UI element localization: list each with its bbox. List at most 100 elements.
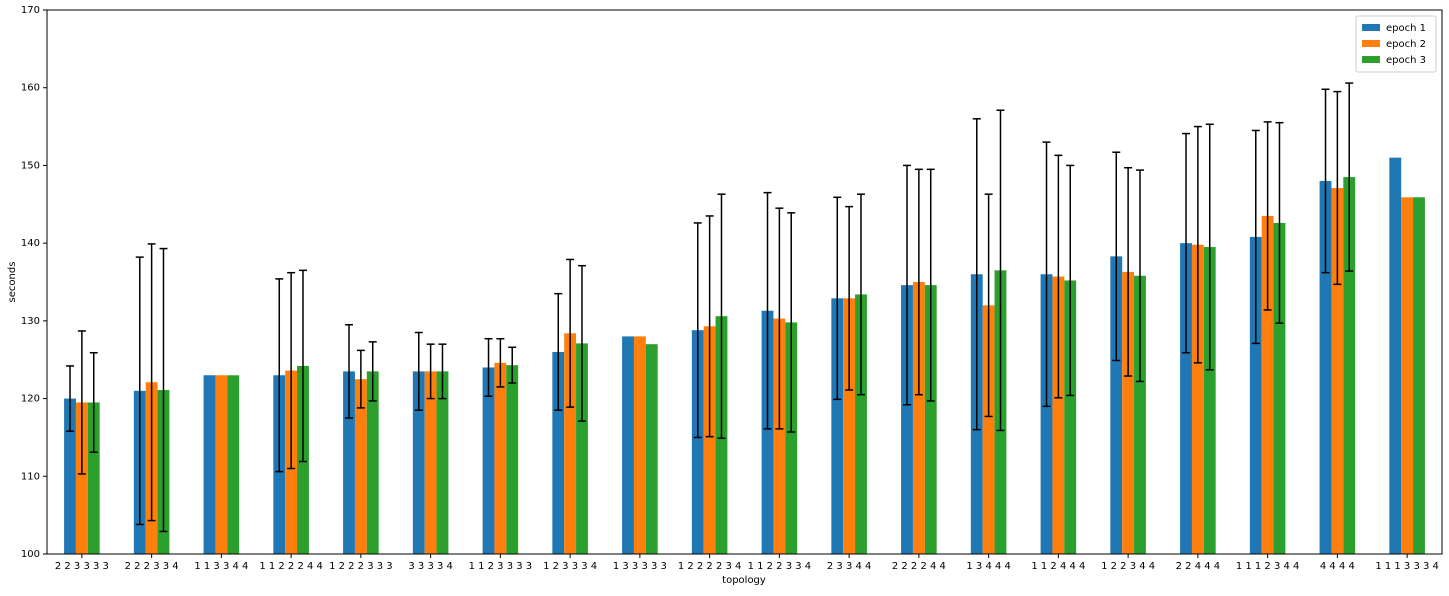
bar bbox=[773, 318, 786, 554]
plot-frame bbox=[46, 9, 1443, 555]
error-bar bbox=[77, 330, 86, 475]
bar bbox=[1064, 280, 1077, 554]
bar bbox=[366, 371, 379, 554]
x-axis-label: topology bbox=[722, 575, 766, 586]
bar bbox=[1413, 197, 1425, 554]
x-tick-label: 1 1 1 3 3 3 4 bbox=[1375, 561, 1439, 572]
error-bar bbox=[717, 193, 726, 439]
error-bar bbox=[1321, 88, 1330, 274]
bar bbox=[691, 330, 704, 554]
legend-swatch bbox=[1362, 40, 1380, 47]
bar bbox=[576, 343, 588, 554]
bar bbox=[633, 336, 646, 554]
error-bar bbox=[508, 346, 517, 384]
bar bbox=[482, 367, 495, 554]
bar bbox=[1331, 187, 1344, 555]
bar bbox=[1110, 256, 1123, 554]
error-bar bbox=[356, 349, 365, 409]
x-tick-label: 1 1 3 3 4 4 bbox=[194, 561, 248, 572]
error-bar bbox=[775, 207, 784, 430]
error-bar bbox=[66, 365, 75, 432]
bar bbox=[912, 282, 925, 554]
bar bbox=[1040, 274, 1053, 554]
bar bbox=[343, 371, 355, 554]
error-bar bbox=[345, 323, 354, 419]
bar bbox=[1249, 236, 1262, 554]
x-tick-label: 2 2 2 3 3 4 bbox=[125, 561, 179, 572]
bar bbox=[87, 402, 100, 554]
error-bar bbox=[1205, 123, 1214, 371]
error-bar bbox=[147, 243, 156, 522]
error-bar bbox=[414, 331, 423, 411]
error-bar bbox=[1275, 121, 1284, 324]
bar bbox=[843, 298, 856, 554]
bar bbox=[1180, 243, 1192, 554]
x-tick-label: 1 1 2 2 2 4 4 bbox=[259, 561, 323, 572]
bar bbox=[1401, 197, 1414, 554]
bar bbox=[1273, 222, 1286, 555]
error-bar bbox=[135, 256, 144, 526]
error-bar bbox=[484, 337, 493, 397]
x-tick-label: 2 2 3 3 3 3 bbox=[55, 561, 109, 572]
y-axis-label: seconds bbox=[7, 262, 18, 303]
x-tick-label: 1 2 3 3 3 4 bbox=[543, 561, 597, 572]
error-bar bbox=[438, 343, 447, 400]
bar bbox=[1122, 271, 1135, 554]
bar bbox=[622, 336, 634, 554]
error-bar bbox=[1042, 141, 1051, 408]
error-bar bbox=[1193, 125, 1202, 364]
x-tick-label: 1 1 2 3 3 3 3 bbox=[469, 561, 533, 572]
y-tick-label: 160 bbox=[21, 83, 40, 94]
error-bar bbox=[1054, 154, 1063, 399]
bar bbox=[1203, 247, 1216, 554]
bar bbox=[75, 402, 88, 554]
error-bar bbox=[705, 215, 714, 438]
bar bbox=[831, 298, 844, 554]
error-bar bbox=[368, 341, 377, 402]
bar bbox=[506, 365, 519, 554]
bar bbox=[564, 333, 577, 554]
legend-label: epoch 2 bbox=[1386, 39, 1426, 50]
x-tick-label: 1 2 2 2 2 3 4 bbox=[678, 561, 742, 572]
x-tick-label: 2 3 3 4 4 bbox=[827, 561, 872, 572]
bar bbox=[64, 398, 76, 554]
error-bar bbox=[1112, 151, 1121, 362]
legend-swatch bbox=[1362, 56, 1380, 63]
legend-label: epoch 1 bbox=[1386, 23, 1426, 34]
error-bar bbox=[577, 264, 586, 422]
bar bbox=[1343, 177, 1356, 555]
error-bar bbox=[787, 212, 796, 433]
bar bbox=[761, 310, 774, 554]
bar bbox=[412, 371, 425, 554]
x-tick-label: 1 1 1 2 3 4 4 bbox=[1236, 561, 1300, 572]
x-tick-label: 2 2 2 2 4 4 bbox=[892, 561, 946, 572]
error-bar bbox=[1066, 164, 1075, 397]
error-bar bbox=[763, 191, 772, 430]
y-tick-label: 140 bbox=[21, 238, 40, 249]
x-tick-label: 1 2 2 3 4 4 bbox=[1101, 561, 1155, 572]
error-bar bbox=[1263, 121, 1272, 311]
bar bbox=[203, 375, 216, 554]
error-bar bbox=[1124, 167, 1133, 377]
bar bbox=[1319, 180, 1332, 554]
legend-swatch bbox=[1362, 24, 1380, 31]
error-bar bbox=[89, 351, 98, 453]
error-bar bbox=[1333, 90, 1342, 286]
error-bar bbox=[1135, 169, 1144, 383]
x-tick-label: 1 3 4 4 4 bbox=[966, 561, 1011, 572]
error-bar bbox=[566, 258, 575, 408]
bar bbox=[227, 375, 240, 554]
error-bar bbox=[996, 109, 1005, 432]
bar bbox=[1134, 275, 1146, 554]
bar bbox=[982, 305, 995, 554]
x-tick-label: 2 2 4 4 4 bbox=[1176, 561, 1221, 572]
error-bar bbox=[833, 196, 842, 401]
bar bbox=[1052, 276, 1065, 554]
y-tick-label: 120 bbox=[21, 394, 40, 405]
error-bar bbox=[914, 168, 923, 396]
y-tick-label: 150 bbox=[21, 160, 40, 171]
x-tick-label: 4 4 4 4 bbox=[1320, 561, 1355, 572]
bar bbox=[354, 379, 367, 554]
x-tick-label: 1 1 2 2 3 3 4 bbox=[748, 561, 812, 572]
